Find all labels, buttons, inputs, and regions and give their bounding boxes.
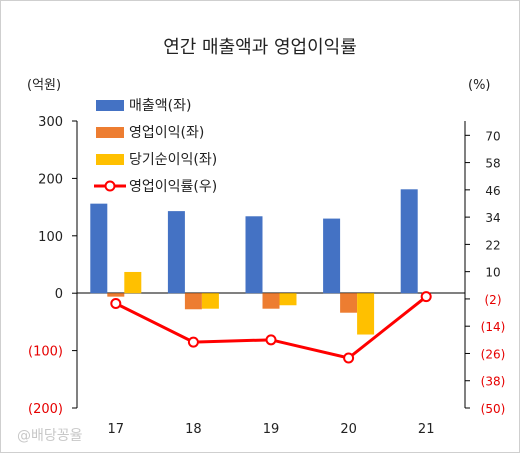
right-tick-label: (2)	[485, 293, 502, 307]
margin-point-19	[265, 334, 277, 346]
bar-2-17	[107, 293, 125, 297]
legend-label: 당기순이익(좌)	[129, 152, 217, 168]
bar-2-19	[262, 293, 280, 309]
right-axis-unit: (%)	[468, 78, 491, 93]
bar-3-18	[201, 293, 219, 309]
right-axis-ticks: 70 58 46 34 22 10 (2) (14) (26) (38) (50)	[465, 129, 505, 416]
left-tick-label: 0	[55, 287, 63, 302]
left-tick-label: (100)	[28, 345, 63, 360]
legend-label: 매출액(좌)	[129, 98, 191, 114]
x-tick-label: 19	[263, 422, 280, 437]
x-tick-label: 21	[418, 422, 435, 437]
bar-1-19	[245, 216, 263, 294]
margin-point-21	[420, 291, 432, 303]
legend-swatch	[96, 100, 124, 111]
right-tick-label: 10	[485, 266, 500, 280]
right-tick-label: 34	[485, 211, 500, 225]
left-tick-label: 100	[38, 230, 63, 245]
x-tick-label: 17	[108, 422, 125, 437]
right-tick-label: 46	[485, 184, 500, 198]
legend-label: 영업이익률(우)	[129, 179, 217, 195]
x-axis-labels: 17 18 19 20 21	[108, 422, 435, 437]
legend-swatch	[96, 154, 124, 165]
bar-2-20	[340, 293, 358, 313]
left-tick-label: 200	[38, 172, 63, 187]
right-tick-label: 58	[485, 157, 500, 171]
bar-1-17	[90, 203, 108, 294]
right-tick-label: (50)	[481, 402, 506, 416]
line-series	[110, 291, 432, 364]
left-axis-unit: (억원)	[27, 78, 61, 93]
legend-swatch	[96, 127, 124, 138]
x-tick-label: 20	[340, 422, 357, 437]
right-tick-label: 22	[485, 238, 500, 252]
bar-1-18	[167, 211, 185, 294]
bar-3-19	[279, 293, 297, 306]
bar-3-20	[357, 293, 375, 335]
left-tick-label: 300	[38, 115, 63, 130]
right-tick-label: (26)	[481, 347, 506, 361]
bar-2-18	[184, 293, 202, 310]
bar-series	[90, 189, 418, 335]
margin-point-20	[343, 352, 355, 364]
legend-label: 영업이익(좌)	[129, 125, 204, 141]
legend-marker	[104, 180, 116, 192]
chart-title: 연간 매출액과 영업이익률	[163, 37, 357, 58]
margin-point-17	[110, 297, 122, 309]
watermark: @배당꽁율	[17, 428, 83, 444]
bar-3-17	[124, 271, 142, 294]
bar-1-20	[323, 218, 341, 294]
bar-1-21	[400, 189, 418, 294]
margin-point-18	[187, 336, 199, 348]
left-axis-ticks: 300 200 100 0 (100) (200)	[28, 115, 77, 417]
legend: 매출액(좌) 영업이익(좌) 당기순이익(좌) 영업이익률(우)	[94, 98, 217, 195]
right-tick-label: 70	[485, 129, 500, 143]
right-tick-label: (38)	[481, 375, 506, 389]
x-tick-label: 18	[185, 422, 202, 437]
left-tick-label: (200)	[28, 402, 63, 417]
right-tick-label: (14)	[481, 320, 506, 334]
